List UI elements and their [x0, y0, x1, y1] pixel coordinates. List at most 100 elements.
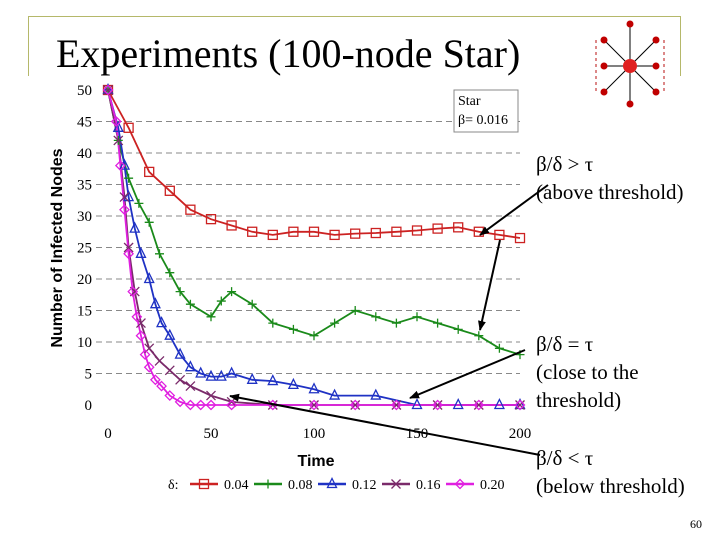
- data-point: [154, 355, 165, 366]
- data-point: [411, 225, 423, 236]
- data-point: [267, 374, 279, 386]
- data-point: [134, 198, 144, 208]
- data-point: [144, 166, 155, 178]
- data-point: [123, 242, 134, 253]
- legend: δ: 0.04 0.08 0.12 0.16 0.20: [168, 477, 505, 493]
- data-point: [144, 217, 154, 227]
- data-point: [391, 226, 402, 237]
- data-point: [494, 229, 505, 241]
- data-point: [454, 478, 466, 490]
- data-point: [309, 400, 319, 410]
- legend-prefix: δ:: [168, 478, 179, 493]
- data-point: [185, 299, 195, 309]
- data-point: [156, 380, 167, 392]
- data-point: [432, 399, 444, 411]
- star-leaf-node: [652, 88, 660, 96]
- data-point: [494, 343, 504, 353]
- data-point: [391, 400, 402, 410]
- data-point: [206, 390, 216, 401]
- legend-label: 0.08: [288, 478, 313, 493]
- data-point: [432, 223, 443, 234]
- annotation-above-line-1: β/δ > τ: [536, 152, 594, 176]
- star-leaf-node: [652, 36, 660, 44]
- data-point: [474, 331, 484, 341]
- inset-label-line-1: Star: [458, 94, 481, 109]
- data-point: [143, 272, 155, 284]
- data-point: [175, 287, 185, 297]
- data-point: [215, 369, 227, 381]
- data-point: [149, 297, 161, 309]
- series-line-0.12: [107, 89, 520, 406]
- data-point: [143, 361, 155, 373]
- data-point: [118, 158, 131, 170]
- data-point: [124, 173, 134, 183]
- data-point: [149, 374, 161, 386]
- data-point: [370, 227, 381, 239]
- data-point: [288, 226, 299, 237]
- annotation-close-line-1: β/δ = τ: [536, 332, 594, 356]
- data-point: [131, 311, 143, 323]
- data-point: [185, 204, 196, 215]
- annotation-below-line-1: β/δ < τ: [536, 446, 594, 470]
- data-point: [195, 366, 207, 378]
- data-point: [110, 116, 122, 127]
- data-point: [119, 192, 130, 203]
- data-point: [514, 398, 526, 410]
- data-point: [371, 312, 381, 322]
- annotation-above-line-2: (above threshold): [536, 180, 684, 204]
- data-point: [127, 286, 139, 298]
- arrow-above: [479, 184, 549, 236]
- data-point: [453, 324, 463, 334]
- data-point: [216, 296, 226, 306]
- star-leaf-node: [626, 100, 634, 108]
- data-point: [123, 122, 134, 133]
- annotation-above: β/δ > τ (above threshold): [536, 150, 684, 206]
- data-point: [350, 400, 361, 410]
- slide-title: Experiments (100-node Star): [56, 31, 521, 76]
- data-point: [514, 232, 526, 244]
- legend-label: 0.16: [416, 478, 441, 493]
- data-point: [102, 83, 114, 95]
- x-axis-label: Time: [297, 453, 334, 470]
- x-tick-label: 0: [104, 426, 112, 442]
- frame-right-line: [680, 16, 681, 76]
- data-point: [349, 399, 361, 411]
- data-point: [174, 396, 186, 408]
- annotation-close-line-3: threshold): [536, 388, 622, 412]
- data-point: [247, 226, 258, 237]
- data-point: [326, 477, 338, 489]
- data-point: [287, 377, 299, 389]
- data-point: [391, 479, 401, 489]
- data-point: [135, 330, 147, 342]
- annotation-close: β/δ = τ (close to the threshold): [536, 330, 639, 414]
- data-point: [308, 382, 320, 394]
- data-point: [515, 400, 525, 410]
- y-tick-label: 35: [77, 178, 92, 194]
- inset-label-box: Star β= 0.016: [453, 89, 519, 133]
- y-tick-label: 40: [77, 146, 92, 162]
- legend-label: 0.04: [224, 478, 249, 493]
- star-hub-node: [623, 59, 637, 73]
- data-point: [370, 388, 382, 400]
- data-point: [164, 185, 175, 196]
- data-point: [268, 318, 278, 328]
- series-line-0.08: [107, 89, 521, 356]
- data-point: [246, 372, 258, 384]
- data-point: [135, 246, 147, 258]
- y-tick-label: 10: [77, 335, 92, 351]
- y-tick-label: 20: [77, 272, 92, 288]
- data-point: [452, 398, 464, 410]
- arrow-close: [409, 349, 526, 399]
- data-point: [263, 479, 273, 489]
- data-point: [329, 229, 340, 241]
- data-point: [119, 204, 130, 216]
- data-point: [473, 399, 485, 411]
- arrow-below: [229, 393, 541, 456]
- data-point: [309, 331, 319, 341]
- data-point: [185, 381, 196, 392]
- data-point: [164, 328, 176, 340]
- data-point: [114, 160, 126, 172]
- y-tick-label: 0: [85, 398, 93, 414]
- data-point: [329, 388, 341, 400]
- star-leaf-node: [600, 36, 608, 44]
